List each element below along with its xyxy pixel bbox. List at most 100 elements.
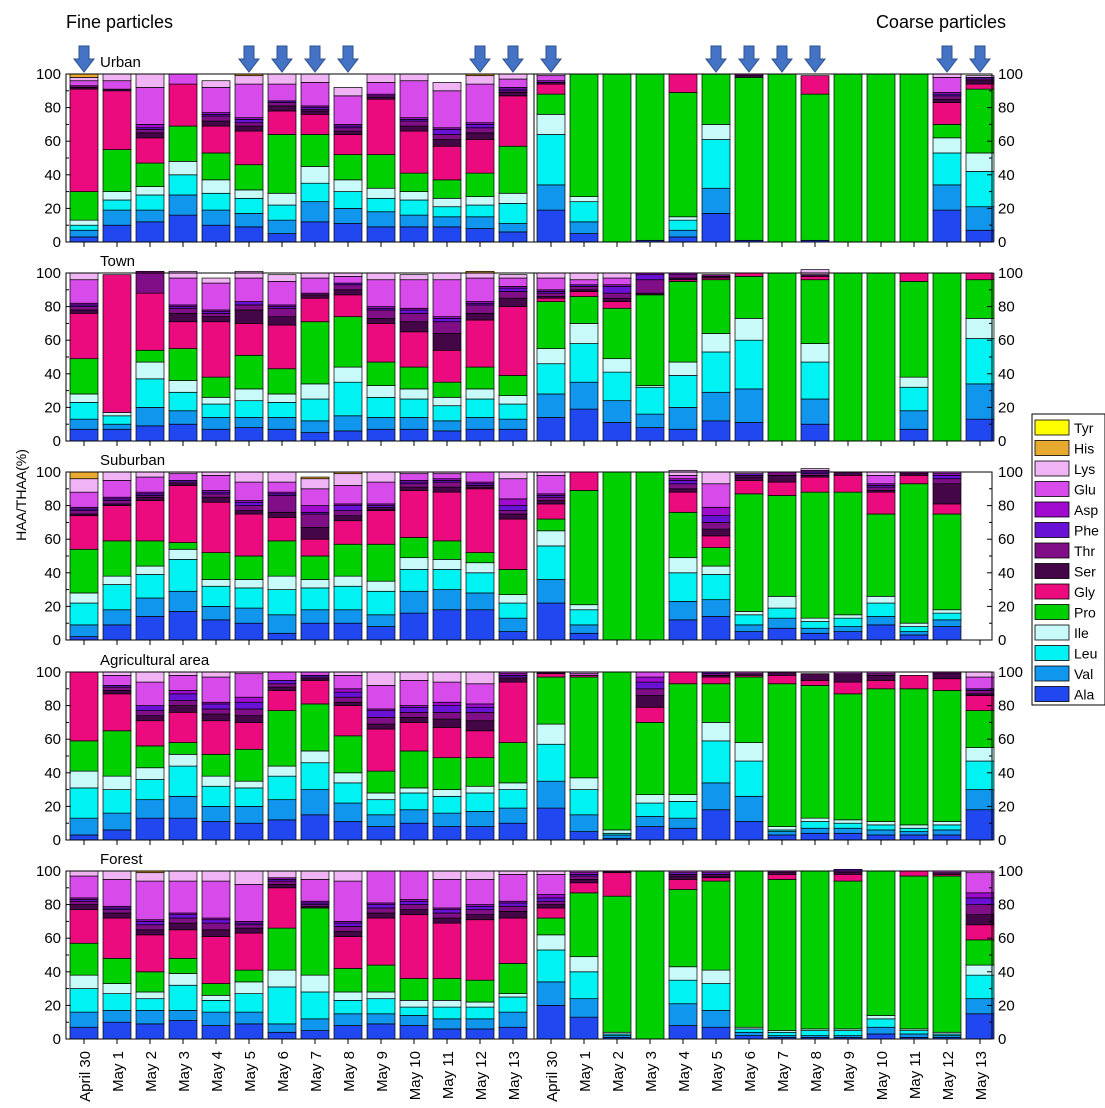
bar-segment-glu <box>234 481 264 501</box>
bar-may-7-coarse <box>767 471 797 641</box>
bar-segment-phe <box>668 480 698 485</box>
legend-label-ala: Ala <box>1074 687 1094 703</box>
bar-april-30-coarse <box>536 73 566 243</box>
bar-segment-pro <box>734 77 764 241</box>
bar-segment-val <box>234 607 264 624</box>
bar-segment-glu <box>432 879 462 909</box>
bar-segment-val <box>234 1011 264 1025</box>
bar-segment-val <box>767 617 797 629</box>
bar-segment-phe <box>399 900 429 905</box>
bar-segment-lys <box>201 870 231 882</box>
bar-segment-pro <box>168 742 198 755</box>
bar-segment-glu <box>465 277 495 302</box>
bar-segment-glu <box>300 671 330 676</box>
bar-segment-lys <box>800 269 830 276</box>
bar-may-3-coarse <box>635 73 665 243</box>
bar-segment-ile <box>465 1001 495 1008</box>
bar-segment-glu <box>201 676 231 703</box>
bar-segment-pro <box>300 703 330 752</box>
bar-segment-ile <box>734 742 764 762</box>
bar-segment-glu <box>168 73 198 85</box>
bar-segment-gly <box>767 874 797 880</box>
bar-segment-pro <box>965 710 995 748</box>
bar-segment-ser <box>69 904 99 910</box>
bar-segment-gly <box>300 680 330 705</box>
bar-segment-val <box>701 187 731 214</box>
bar-segment-glu <box>168 277 198 306</box>
bar-segment-gly <box>734 480 764 495</box>
bar-segment-ala <box>168 611 198 641</box>
legend-swatch-phe <box>1034 522 1070 538</box>
bar-may-7-fine <box>300 671 330 841</box>
bar-segment-ser <box>498 678 528 683</box>
bar-segment-ala <box>602 422 632 442</box>
bar-segment-glu <box>69 80 99 87</box>
bar-segment-leu <box>767 1031 797 1036</box>
bar-segment-ala <box>399 612 429 641</box>
bar-segment-pro <box>701 880 731 971</box>
bar-segment-pro <box>168 348 198 381</box>
legend-swatch-ala <box>1034 686 1070 702</box>
bar-segment-gly <box>366 323 396 363</box>
bar-segment-pro <box>432 381 462 398</box>
bar-segment-glu <box>366 279 396 307</box>
bar-may-5-fine <box>234 73 264 243</box>
bar-segment-ser <box>333 515 363 522</box>
bar-segment-val <box>201 1011 231 1026</box>
bar-segment-val <box>366 614 396 627</box>
bar-may-8-coarse <box>800 673 830 841</box>
y-tick-label-left: 80 <box>44 698 61 715</box>
bar-segment-ser <box>234 309 264 324</box>
bar-may-5-fine <box>234 270 264 442</box>
bar-segment-phe <box>399 309 429 314</box>
bar-segment-ser <box>536 904 566 909</box>
bar-segment-val <box>536 579 566 604</box>
bar-segment-ala <box>569 1016 599 1040</box>
bar-segment-pro <box>965 88 995 154</box>
bar-segment-leu <box>965 338 995 385</box>
bar-segment-ala <box>102 829 132 841</box>
bar-segment-leu <box>899 1030 929 1035</box>
bar-segment-lys <box>432 82 462 92</box>
bar-segment-pro <box>866 272 896 442</box>
bar-segment-thr <box>135 129 165 134</box>
legend-label-ser: Ser <box>1074 564 1096 580</box>
bar-segment-leu <box>498 403 528 420</box>
bar-segment-pro <box>569 490 599 606</box>
bar-segment-gly <box>333 134 363 155</box>
bar-segment-leu <box>201 192 231 211</box>
bar-segment-ile <box>333 575 363 587</box>
bar-may-3-fine <box>168 671 198 841</box>
bar-segment-ala <box>734 821 764 841</box>
bar-segment-lys <box>135 73 165 88</box>
bar-segment-leu <box>734 1028 764 1033</box>
bar-segment-val <box>201 209 231 226</box>
bar-segment-ser <box>734 476 764 481</box>
bar-segment-ser <box>932 98 962 103</box>
bar-segment-val <box>69 229 99 238</box>
bar-segment-val <box>267 1023 297 1033</box>
bar-segment-leu <box>465 204 495 218</box>
bar-segment-gly <box>602 301 632 309</box>
bar-may-12-fine <box>465 73 495 243</box>
bar-segment-pro <box>267 710 297 767</box>
bar-segment-glu <box>569 279 599 286</box>
bar-segment-val <box>734 388 764 423</box>
y-tick-label-left: 20 <box>44 399 61 416</box>
bar-segment-gly <box>135 720 165 747</box>
bar-may-2-coarse <box>602 671 632 841</box>
bar-segment-ile <box>734 318 764 341</box>
bar-segment-ser <box>932 483 962 505</box>
bar-segment-gly <box>69 909 99 944</box>
bar-segment-gly <box>833 874 863 882</box>
bar-segment-glu <box>333 276 363 284</box>
bar-may-11-fine <box>432 82 462 243</box>
bar-segment-gly <box>498 306 528 376</box>
bar-april-30-coarse <box>536 272 566 442</box>
bar-segment-glu <box>399 279 429 309</box>
bar-segment-ala <box>366 1023 396 1040</box>
bar-segment-thr <box>168 307 198 314</box>
bar-segment-glu <box>201 475 231 491</box>
bar-segment-ile <box>569 196 599 203</box>
